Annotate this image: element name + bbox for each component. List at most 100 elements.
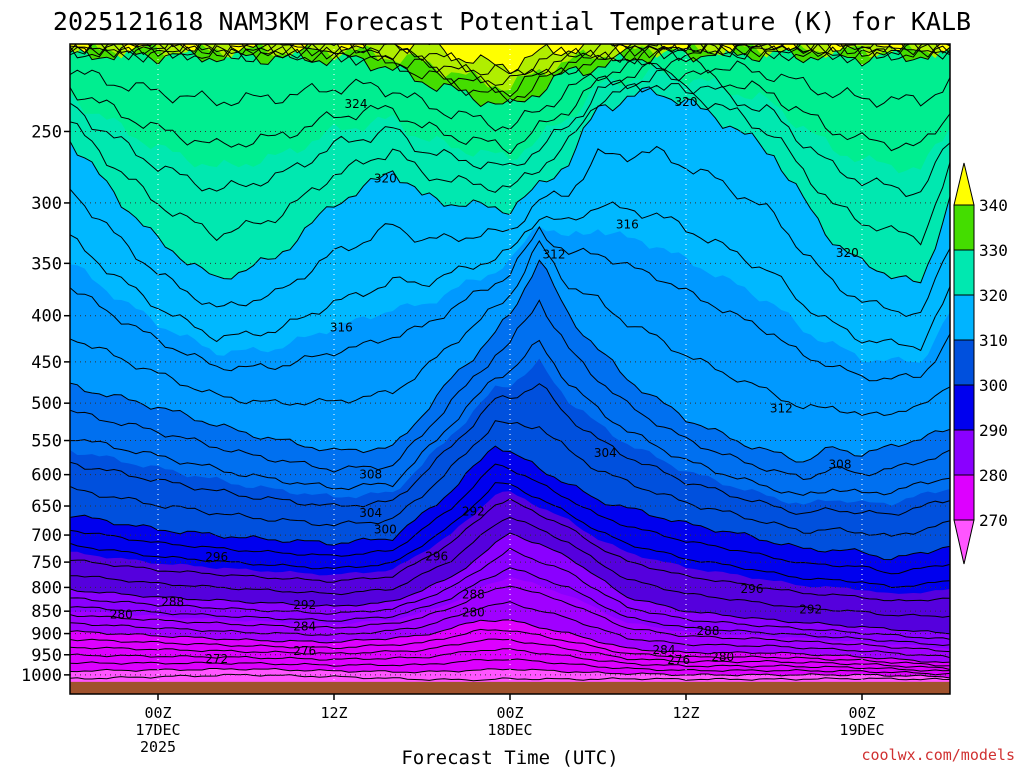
contour-label-text: 320 [374,172,397,186]
contour-label-text: 280 [462,606,485,620]
y-tick-label-500: 500 [31,394,62,414]
colorbar-label-270: 270 [979,511,1008,530]
contour-label-text: 276 [667,653,690,667]
contour-284 [70,585,950,653]
contour-label-text: 304 [594,446,617,460]
y-tick-label-400: 400 [31,307,62,327]
contour-label-text: 300 [374,522,397,536]
x-tick-label: 12Z [672,704,699,722]
contour-label-18: 292 [293,598,316,612]
contour-334 [70,44,950,98]
x-tick-label: 2025 [140,738,176,756]
colorbar: 270 280 290 300 310 320 330 340 [953,162,1008,565]
contour-lines [70,44,950,682]
contour-label-text: 276 [293,644,316,658]
contour-label-text: 312 [770,402,793,416]
contour-label-11: 304 [359,506,382,520]
y-tick-label-750: 750 [31,553,62,573]
y-tick-label-250: 250 [31,122,62,142]
x-axis-label: Forecast Time (UTC) [401,747,618,768]
colorbar-label-290: 290 [979,421,1008,440]
contour-340 [70,44,950,75]
y-tick-label-550: 550 [31,432,62,452]
contour-label-6: 316 [330,320,353,334]
contour-274 [70,648,950,672]
ground-fill [70,681,950,694]
contour-label-10: 308 [359,468,382,482]
contour-label-22: 280 [462,606,485,620]
x-tick-label: 17DEC [135,721,180,739]
colorbar-seg-320 [953,249,975,296]
contour-label-text: 288 [462,588,485,602]
contour-label-text: 292 [293,598,316,612]
contour-label-5: 320 [836,246,859,260]
contour-288 [70,547,950,640]
contour-label-text: 320 [675,95,698,109]
contour-label-20: 288 [462,588,485,602]
contour-label-text: 304 [359,506,382,520]
colorbar-seg-270 [953,474,975,521]
contour-label-text: 312 [543,247,566,261]
contour-label-text: 316 [616,218,639,232]
x-tick-label: 00Z [144,704,171,722]
contour-label-12: 300 [374,522,397,536]
credit-link[interactable]: coolwx.com/models [861,746,1015,764]
colorbar-label-320: 320 [979,286,1008,305]
contour-324 [70,69,950,198]
contour-304 [70,383,950,516]
contour-label-15: 296 [425,549,448,563]
contour-282 [70,601,950,659]
contour-label-1: 320 [374,172,397,186]
colorbar-seg-310 [953,294,975,341]
y-axis: 250 300 350 400 450 500 550 600 650 700 750 800 850 9… [21,122,70,686]
y-tick-label-350: 350 [31,254,62,274]
contour-306 [70,339,950,496]
band-340 [70,44,950,74]
x-tick-label: 19DEC [839,721,884,739]
contour-label-text: 296 [205,550,228,564]
contour-label-8: 304 [594,446,617,460]
y-tick-label-850: 850 [31,602,62,622]
contour-label-text: 284 [653,643,676,657]
y-tick-label-900: 900 [31,625,62,645]
contour-286 [70,567,950,647]
contour-label-text: 292 [462,504,485,518]
chart-title: 2025121618 NAM3KM Forecast Potential Tem… [53,7,971,36]
contour-label-25: 276 [293,644,316,658]
contour-label-23: 284 [293,620,316,634]
contour-label-text: 316 [330,320,353,334]
contour-label-2: 320 [675,95,698,109]
colorbar-label-310: 310 [979,331,1008,350]
contour-label-14: 296 [205,550,228,564]
colorbar-label-340: 340 [979,196,1008,215]
contour-label-19: 292 [799,602,822,616]
contour-332 [70,44,950,104]
contour-302 [70,420,950,537]
contour-label-3: 316 [616,218,639,232]
plot-area: 324 320 320 316 312 320 316 312 304 308 308 304 300 2… [70,44,950,694]
colorbar-seg-290 [953,384,975,431]
contour-label-text: 288 [161,595,184,609]
contour-322 [70,83,950,246]
contour-278 [70,628,950,667]
contour-label-text: 272 [205,652,228,666]
contour-label-16: 296 [741,582,764,596]
contour-292 [70,516,950,618]
contour-label-text: 280 [711,650,734,664]
contour-label-text: 296 [425,549,448,563]
colorbar-label-330: 330 [979,241,1008,260]
colorbar-bottom-arrow [953,519,975,565]
y-tick-label-600: 600 [31,466,62,486]
contour-label-text: 296 [741,582,764,596]
colorbar-seg-280 [953,429,975,476]
colorbar-seg-330 [953,204,975,251]
x-tick-label: 00Z [496,704,523,722]
color-bands [70,44,950,694]
x-tick-label: 18DEC [487,721,532,739]
contour-labels: 324 320 320 316 312 320 316 312 304 308 308 304 300 2… [110,95,859,667]
contour-label-text: 308 [829,458,852,472]
y-tick-label-650: 650 [31,497,62,517]
x-tick-label: 12Z [320,704,347,722]
